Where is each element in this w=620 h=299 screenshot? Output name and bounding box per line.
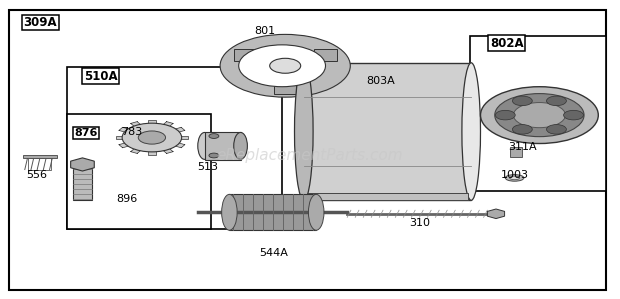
Text: 311A: 311A (508, 141, 537, 152)
FancyArrow shape (148, 151, 156, 155)
Text: 544A: 544A (259, 248, 288, 258)
Bar (67, 67, 282, 229)
Ellipse shape (510, 176, 520, 180)
Circle shape (209, 134, 219, 138)
Circle shape (122, 123, 182, 152)
Ellipse shape (234, 132, 247, 159)
Circle shape (480, 87, 598, 144)
Circle shape (209, 153, 219, 158)
FancyArrow shape (119, 143, 130, 148)
Circle shape (513, 96, 532, 106)
Text: 510A: 510A (84, 70, 117, 83)
Bar (73, 167, 92, 200)
Ellipse shape (462, 63, 480, 200)
FancyArrow shape (130, 122, 141, 127)
Bar (314, 49, 337, 60)
Bar (234, 49, 256, 60)
Text: 803A: 803A (366, 76, 394, 86)
Bar (470, 36, 606, 191)
Text: 896: 896 (117, 194, 138, 204)
Circle shape (495, 110, 515, 120)
Circle shape (138, 131, 166, 144)
Bar (67, 114, 211, 229)
Bar (274, 82, 296, 94)
FancyArrow shape (174, 143, 185, 148)
Wedge shape (220, 34, 350, 97)
FancyArrow shape (130, 148, 141, 153)
Bar (304, 63, 471, 200)
Text: 556: 556 (26, 170, 47, 180)
Ellipse shape (309, 194, 324, 230)
Text: eReplacementParts.com: eReplacementParts.com (216, 148, 404, 163)
FancyArrow shape (174, 127, 185, 132)
Bar (229, 194, 316, 230)
FancyArrow shape (116, 136, 125, 139)
Text: 310: 310 (409, 218, 430, 228)
Circle shape (270, 58, 301, 73)
Bar (23, 155, 57, 158)
Ellipse shape (198, 132, 211, 159)
Text: 876: 876 (74, 128, 98, 138)
Circle shape (547, 125, 566, 134)
FancyArrow shape (119, 127, 130, 132)
Bar (510, 147, 522, 157)
Text: 801: 801 (254, 26, 275, 36)
FancyArrow shape (179, 136, 188, 139)
FancyArrow shape (162, 122, 174, 127)
Text: 1003: 1003 (501, 170, 529, 180)
Ellipse shape (294, 63, 313, 200)
Text: 513: 513 (197, 162, 218, 173)
Bar (28, 158, 51, 170)
Circle shape (513, 103, 565, 128)
Circle shape (513, 125, 532, 134)
FancyArrow shape (148, 120, 156, 124)
Bar (307, 193, 468, 200)
Ellipse shape (222, 194, 237, 230)
Text: 783: 783 (121, 126, 142, 137)
Circle shape (547, 96, 566, 106)
FancyArrow shape (162, 148, 174, 153)
Text: 309A: 309A (24, 16, 57, 29)
Circle shape (495, 94, 584, 137)
Bar (205, 132, 241, 160)
Circle shape (564, 110, 583, 120)
Text: 802A: 802A (490, 37, 523, 50)
Wedge shape (239, 45, 326, 87)
Ellipse shape (505, 175, 524, 181)
